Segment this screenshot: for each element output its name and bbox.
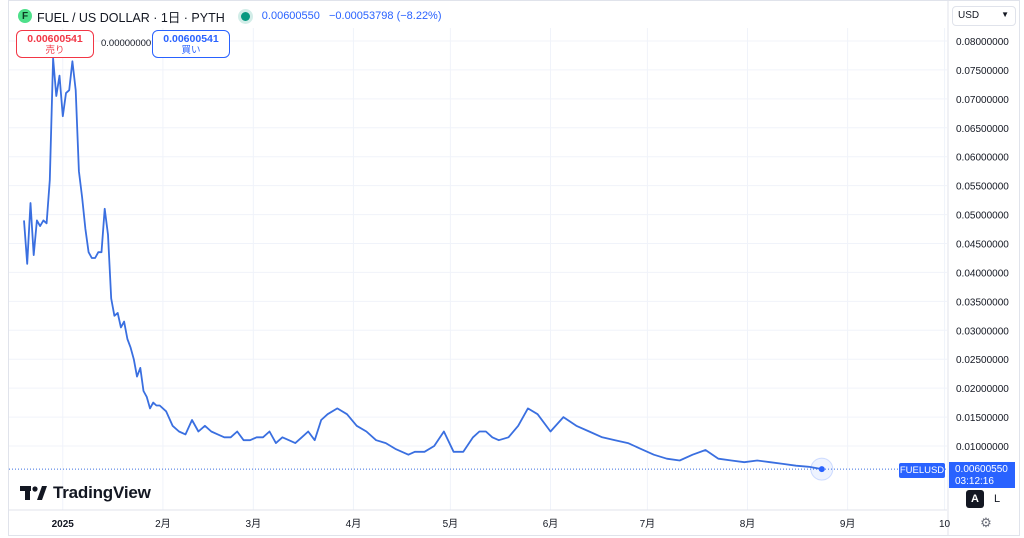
- buy-price: 0.00600541: [163, 33, 219, 45]
- y-tick-label: 0.04500000: [956, 240, 1009, 251]
- currency-select[interactable]: USD ▼: [952, 6, 1016, 26]
- x-tick-label: 6月: [543, 518, 559, 530]
- symbol-legend: F FUEL / US DOLLAR · 1日 · PYTH 0.0060055…: [18, 7, 448, 25]
- x-tick-label: 7月: [640, 518, 656, 530]
- series-layer: [9, 57, 947, 481]
- x-tick-label: 3月: [246, 518, 262, 530]
- y-tick-label: 0.01000000: [956, 442, 1009, 453]
- last-point-marker: [818, 466, 825, 473]
- symbol-price-label: FUELUSD: [899, 463, 945, 478]
- symbol-title[interactable]: FUEL / US DOLLAR · 1日 · PYTH: [37, 10, 225, 25]
- ohlc-readout: 0.00600550 −0.00053798 (−8.22%): [262, 10, 448, 22]
- y-tick-label: 0.04000000: [956, 268, 1009, 279]
- x-tick-label: 9月: [840, 518, 856, 530]
- brand-name: TradingView: [53, 483, 151, 502]
- axes: 0.08000000 0.07500000 0.07000000 0.06500000…: [9, 0, 1009, 536]
- last-price-label: 0.00600550 03:12:16: [949, 462, 1015, 488]
- fuel-logo-icon: F: [18, 9, 32, 23]
- y-tick-label: 0.07000000: [956, 95, 1009, 106]
- y-tick-label: 0.08000000: [956, 37, 1009, 48]
- buy-label: 買い: [181, 45, 201, 56]
- y-tick-label: 0.02500000: [956, 355, 1009, 366]
- sell-price: 0.00600541: [27, 33, 83, 45]
- last-price: 0.00600550: [261, 10, 320, 22]
- x-tick-label: 10: [939, 519, 951, 530]
- y-tick-label: 0.03500000: [956, 297, 1009, 308]
- settings-icon[interactable]: ⚙: [980, 515, 992, 530]
- x-tick-label: 2月: [155, 518, 171, 530]
- currency-value: USD: [958, 10, 980, 21]
- buy-button[interactable]: 0.00600541 買い: [152, 30, 230, 58]
- market-status-icon[interactable]: [240, 11, 250, 21]
- log-scale-button[interactable]: L: [993, 493, 1001, 505]
- x-tick-label: 5月: [443, 518, 459, 530]
- y-tick-label: 0.05500000: [956, 182, 1009, 193]
- y-tick-label: 0.01500000: [956, 413, 1009, 424]
- tradingview-logo-icon: [20, 486, 47, 500]
- x-tick-label: 2025: [52, 519, 75, 530]
- spread-value: 0.00000000: [101, 38, 152, 49]
- price-change: −0.00053798 (−8.22%): [328, 10, 442, 22]
- y-tick-label: 0.06500000: [956, 124, 1009, 135]
- y-tick-label: 0.06000000: [956, 153, 1009, 164]
- tradingview-logo[interactable]: TradingView: [20, 483, 151, 503]
- y-tick-label: 0.02000000: [956, 384, 1009, 395]
- sell-label: 売り: [45, 45, 65, 56]
- chart-frame: [8, 0, 1020, 536]
- y-tick-label: 0.05000000: [956, 211, 1009, 222]
- grid: [9, 28, 947, 510]
- sell-button[interactable]: 0.00600541 売り: [16, 30, 94, 58]
- x-tick-label: 4月: [346, 518, 362, 530]
- y-tick-label: 0.03000000: [956, 326, 1009, 337]
- auto-scale-button[interactable]: A: [966, 490, 984, 508]
- price-series-line: [23, 57, 822, 470]
- bar-countdown: 03:12:16: [955, 476, 994, 487]
- y-tick-label: 0.07500000: [956, 66, 1009, 77]
- chevron-down-icon: ▼: [1001, 10, 1009, 19]
- x-tick-label: 8月: [740, 518, 756, 530]
- last-price-tag-value: 0.00600550: [955, 464, 1008, 475]
